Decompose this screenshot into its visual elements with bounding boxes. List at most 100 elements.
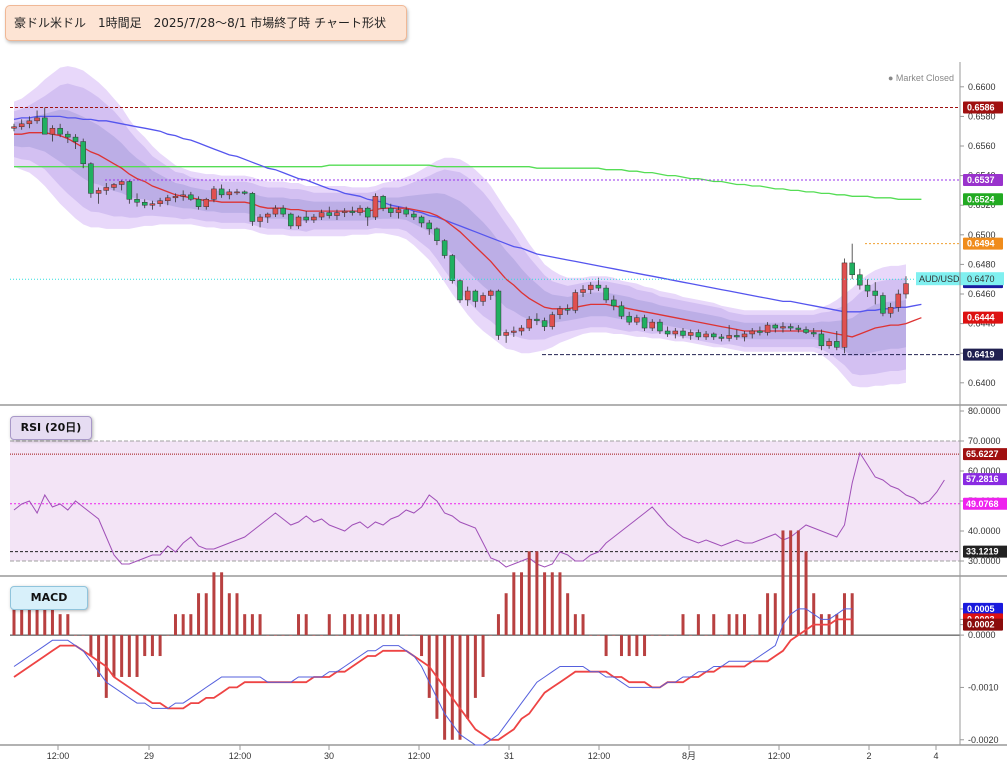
candle <box>226 188 233 200</box>
macd-histogram-bar <box>604 635 608 657</box>
candle-body <box>188 194 194 200</box>
candle-body <box>364 207 371 218</box>
candle <box>203 197 209 210</box>
candle <box>657 319 663 334</box>
candle-body <box>657 321 663 332</box>
macd-histogram-bar <box>58 614 62 636</box>
candle <box>380 194 386 212</box>
candle-body <box>357 207 363 213</box>
x-axis: 12:00 29 12:00 30 12:00 31 12:00 8月 12:00 2 4 <box>47 745 939 761</box>
macd-histogram-bar <box>589 635 593 636</box>
macd-histogram-bar <box>243 614 247 636</box>
candle <box>580 285 586 297</box>
candle <box>772 323 779 333</box>
candle <box>495 289 502 340</box>
macd-histogram-bar <box>842 593 846 636</box>
candle-body <box>649 321 655 329</box>
candle-body <box>718 336 725 339</box>
price-panel: 0.66000.65800.65600.65400.65200.65000.64… <box>0 66 1007 406</box>
rsi-level-tag <box>963 497 1007 510</box>
x-tick-label: 8月 <box>682 751 696 761</box>
candle <box>42 107 48 135</box>
candle <box>841 258 848 354</box>
x-tick-label: 30 <box>324 751 334 761</box>
candle-body <box>26 120 33 125</box>
price-tick-label: 0.6500 <box>968 230 996 240</box>
macd-histogram-bar <box>635 635 639 657</box>
candle-body <box>672 330 679 335</box>
candle-body <box>618 305 625 317</box>
price-level-tag-label: 0.6537 <box>967 175 995 185</box>
candle-body <box>857 274 863 286</box>
macd-histogram-bar <box>289 635 293 636</box>
price-level-tag-label: 0.6524 <box>967 194 995 204</box>
macd-histogram-bar <box>835 614 839 636</box>
macd-histogram-bar <box>135 635 139 677</box>
macd-histogram-bar <box>297 614 301 636</box>
candle-body <box>257 216 263 222</box>
price-level-tag <box>963 348 1003 361</box>
candle-body <box>587 284 594 290</box>
macd-histogram-bar <box>566 593 570 636</box>
candle-body <box>503 332 509 336</box>
candle <box>118 180 125 191</box>
candle <box>257 214 263 228</box>
macd-histogram-bar <box>227 593 231 636</box>
candle <box>11 123 17 132</box>
macd-histogram-bar <box>789 530 793 636</box>
candle-body <box>611 299 617 307</box>
candle-body <box>757 330 763 333</box>
rsi-label: RSI (20日) <box>10 416 92 440</box>
candle <box>341 208 348 218</box>
candle <box>57 123 63 138</box>
candle-body <box>887 307 894 314</box>
x-tick-label: 29 <box>144 751 154 761</box>
macd-histogram-bar <box>473 635 477 698</box>
price-level-tag <box>963 101 1003 114</box>
candle <box>818 329 825 351</box>
macd-histogram-bar <box>450 635 454 740</box>
macd-histogram-bar <box>712 614 716 636</box>
macd-histogram-bar <box>673 635 677 636</box>
candle-body <box>849 262 855 276</box>
candle-body <box>65 133 71 138</box>
x-tick-label: 12:00 <box>408 751 431 761</box>
x-tick-label: 12:00 <box>229 751 252 761</box>
candle-body <box>734 335 740 338</box>
candle <box>703 331 709 340</box>
macd-histogram-bar <box>281 635 285 636</box>
candle-body <box>172 196 179 199</box>
macd-histogram-bar <box>373 614 377 636</box>
rsi-level-tag-label: 49.0768 <box>966 499 999 509</box>
candle <box>211 185 217 203</box>
candle <box>411 211 417 220</box>
candle-body <box>57 127 63 135</box>
candle-body <box>572 292 579 311</box>
macd-histogram-bar <box>743 614 747 636</box>
candle-body <box>787 326 794 329</box>
candle-body <box>741 333 748 338</box>
price-level-tag <box>963 193 1003 206</box>
candle-body <box>810 332 817 335</box>
macd-histogram-bar <box>43 593 47 636</box>
candle-body <box>772 324 779 329</box>
candle-body <box>226 191 233 196</box>
candle-body <box>441 240 448 256</box>
rsi-tick-label: 60.0000 <box>968 466 1001 476</box>
candle <box>49 125 56 142</box>
candle-body <box>165 197 171 202</box>
macd-histogram-bar <box>304 614 308 636</box>
candle-body <box>195 199 202 207</box>
macd-histogram-bar <box>150 635 154 657</box>
candle-body <box>18 123 25 128</box>
x-tick-label: 12:00 <box>768 751 791 761</box>
price-tick-label: 0.6400 <box>968 378 996 388</box>
macd-histogram-bar <box>727 614 731 636</box>
macd-histogram-bar <box>204 593 208 636</box>
candle <box>95 187 102 204</box>
macd-tick-label: 0.0000 <box>968 630 996 640</box>
macd-histogram-bar <box>312 635 316 636</box>
macd-histogram-bar <box>250 614 254 636</box>
market-status: ● Market Closed <box>888 73 954 83</box>
macd-level-tag <box>963 602 1003 615</box>
